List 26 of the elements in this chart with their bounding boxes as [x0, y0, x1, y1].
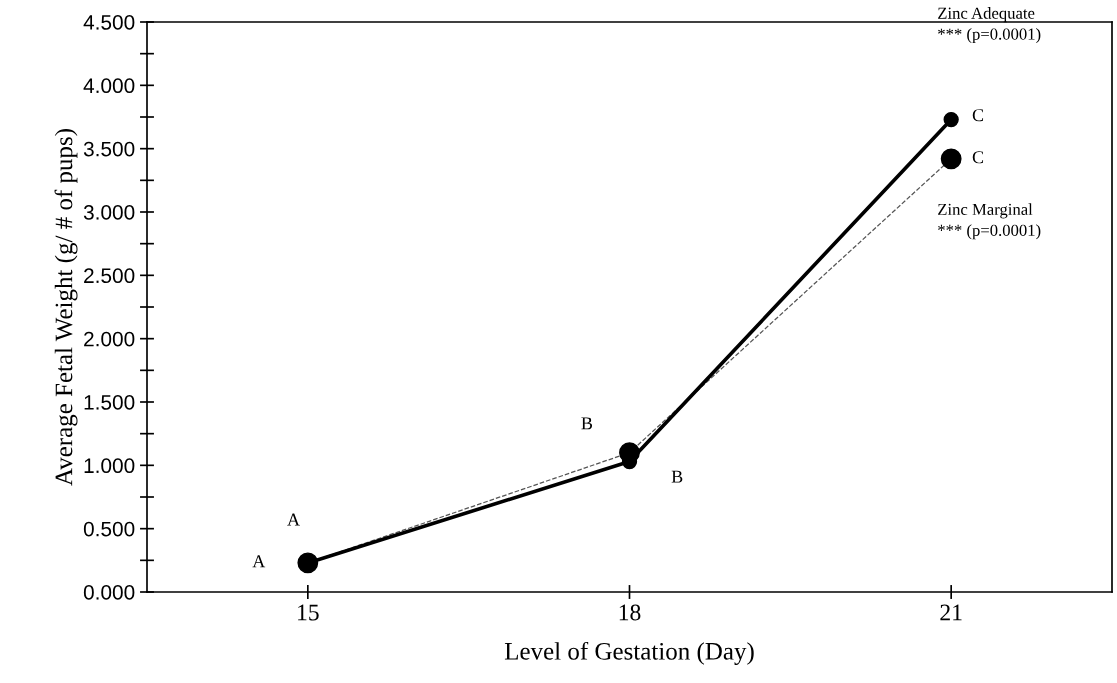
x-axis-title: Level of Gestation (Day): [504, 641, 754, 665]
annotation: B: [671, 470, 683, 483]
annotation: C: [972, 109, 984, 122]
y-tick-label: 4.500: [83, 15, 135, 30]
y-tick-label: 2.500: [84, 268, 135, 284]
y-tick-label: 1.000: [84, 458, 135, 474]
x-tick-label: 15: [298, 604, 319, 621]
annotation: A: [287, 513, 300, 526]
annotation: B: [581, 417, 593, 430]
series-label: Zinc Marginal: [938, 203, 1033, 219]
y-tick-label: 2.000: [84, 331, 135, 347]
y-tick-label: 3.500: [83, 141, 135, 157]
x-tick-label: 21: [940, 604, 962, 621]
y-tick-label: 1.500: [84, 395, 135, 410]
y-tick-label: 4.000: [83, 78, 135, 94]
text: Zinc Adequate: [938, 7, 1035, 23]
annotation: C: [972, 151, 984, 164]
y-tick-label: 0.500: [83, 521, 135, 537]
y-tick-label: 0.000: [83, 585, 135, 600]
point: [943, 111, 959, 128]
annotation: *** (p=0.0001): [938, 27, 1041, 44]
y-tick-label: 3.000: [83, 205, 135, 220]
x-tick-label: 18: [619, 604, 641, 621]
annotation: A: [252, 555, 266, 568]
y-axis-title: Average Fetal Weight (g/ # of pups): [54, 129, 78, 486]
annotation: *** (p=0.0001): [938, 224, 1041, 240]
